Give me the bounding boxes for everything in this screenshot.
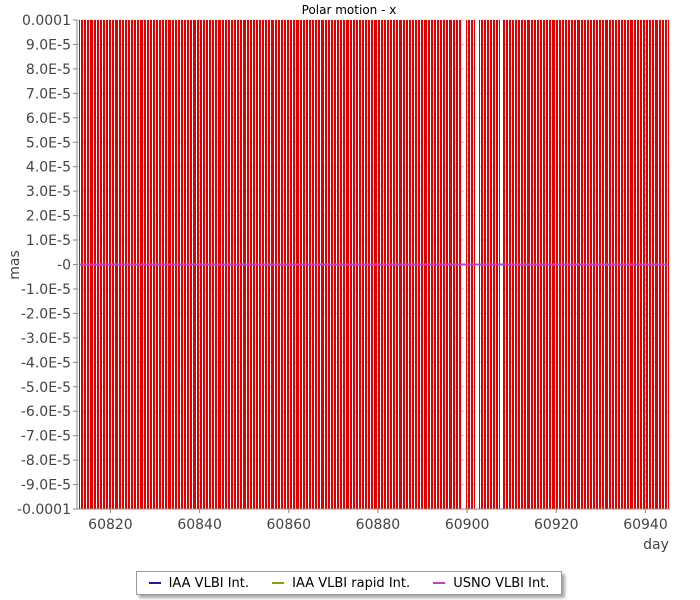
y-tick-label: -9.0E-5 [21, 478, 71, 494]
y-tick-label: 5.0E-5 [26, 135, 71, 151]
x-tick-label: 60920 [534, 517, 579, 533]
y-tick-label: -4.0E-5 [21, 355, 71, 371]
x-axis-label: day [643, 537, 669, 553]
y-tick-label: 1.0E-5 [26, 233, 71, 249]
y-axis-label: mas [7, 250, 23, 280]
y-tick-label: -1.0E-5 [21, 282, 71, 298]
y-tick-label: 6.0E-5 [26, 111, 71, 127]
chart-legend: IAA VLBI Int. IAA VLBI rapid Int. USNO V… [136, 571, 562, 595]
y-tick-label: -6.0E-5 [21, 404, 71, 420]
legend-swatch-iaa-vlbi-rapid-int [272, 582, 285, 584]
y-tick-label: 2.0E-5 [26, 209, 71, 225]
tick-labels: 0.0001 9.0E-5 8.0E-5 7.0E-5 6.0E-5 5.0E-5 4.0E… [17, 13, 668, 533]
x-tick-label: 60880 [356, 517, 401, 533]
y-tick-label: 0.0001 [22, 13, 71, 29]
legend-label: IAA VLBI rapid Int. [292, 575, 411, 591]
y-tick-label: -7.0E-5 [21, 429, 71, 445]
x-tick-label: 60900 [445, 517, 490, 533]
y-tick-label: -3.0E-5 [21, 331, 71, 347]
legend-item-usno-vlbi-int[interactable]: USNO VLBI Int. [433, 576, 549, 591]
y-tick-label: -2.0E-5 [21, 306, 71, 322]
legend-swatch-usno-vlbi-int [433, 582, 446, 584]
legend-label: USNO VLBI Int. [453, 575, 550, 591]
legend-swatch-iaa-vlbi-int [148, 582, 161, 584]
y-tick-label: -0.0001 [17, 502, 71, 518]
x-tick-label: 60840 [177, 517, 222, 533]
x-tick-label: 60940 [623, 517, 668, 533]
y-tick-label: -0 [57, 258, 71, 274]
legend-item-iaa-vlbi-rapid-int[interactable]: IAA VLBI rapid Int. [272, 576, 410, 591]
y-tick-label: -5.0E-5 [21, 380, 71, 396]
chart-title: Polar motion - x [302, 3, 397, 17]
y-tick-label: 9.0E-5 [26, 37, 71, 53]
y-tick-label: 7.0E-5 [26, 86, 71, 102]
legend-item-iaa-vlbi-int[interactable]: IAA VLBI Int. [148, 575, 249, 591]
axes [73, 19, 670, 513]
y-tick-label: 4.0E-5 [26, 160, 71, 176]
y-tick-label: -8.0E-5 [21, 453, 71, 469]
y-tick-label: 3.0E-5 [26, 184, 71, 200]
x-tick-label: 60860 [267, 517, 312, 533]
y-tick-label: 8.0E-5 [26, 62, 71, 78]
x-tick-label: 60820 [88, 517, 133, 533]
legend-label: IAA VLBI Int. [168, 575, 249, 591]
